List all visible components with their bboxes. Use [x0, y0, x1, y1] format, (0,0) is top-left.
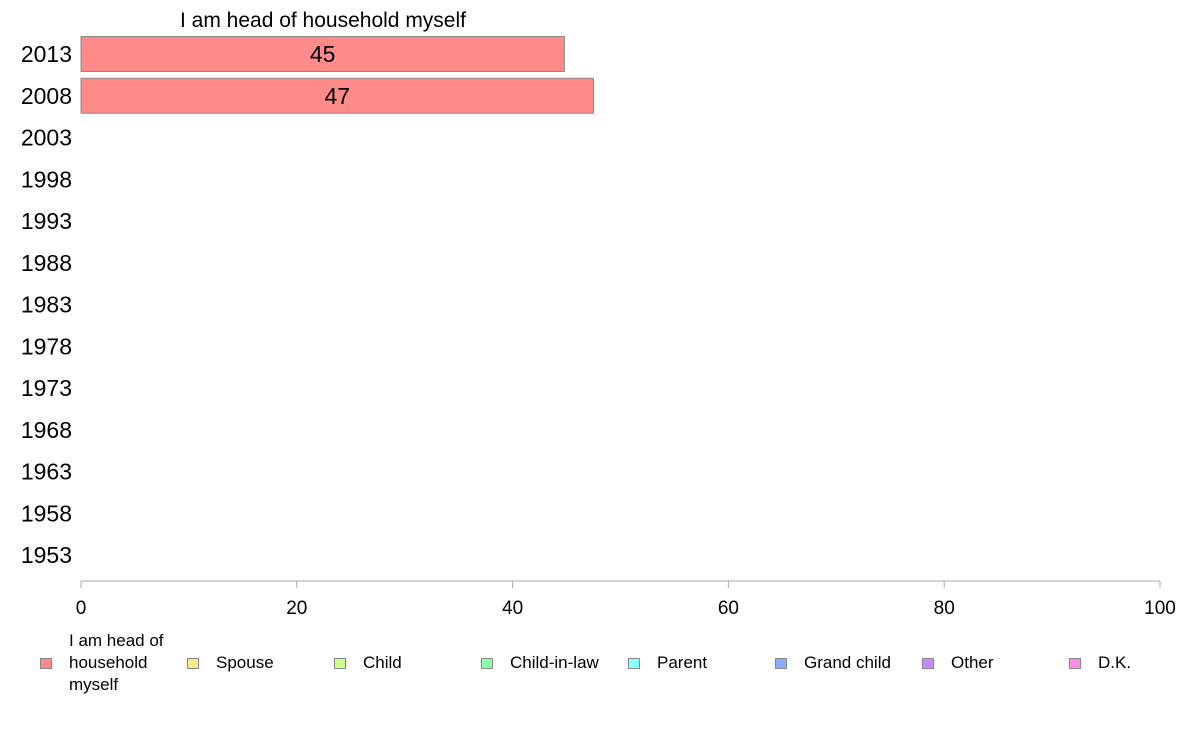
legend-label: Parent	[657, 653, 708, 672]
legend-label: Spouse	[216, 653, 274, 672]
y-tick-label: 1968	[21, 417, 72, 443]
legend-swatch	[481, 657, 493, 669]
data-label: 47	[324, 83, 350, 109]
legend-swatch	[775, 657, 787, 669]
x-axis: 0 20 40 60 80 100	[76, 580, 1176, 619]
legend: I am head of household myself Spouse Child…	[0, 630, 1188, 700]
legend-label: I am head of household myself	[69, 631, 164, 694]
x-tick-label: 80	[934, 598, 955, 619]
legend-swatch	[334, 657, 346, 669]
y-tick-label: 2008	[21, 83, 72, 109]
x-tick-label: 20	[286, 598, 307, 619]
legend-label: D.K.	[1098, 653, 1132, 672]
y-tick-label: 1953	[21, 542, 72, 568]
legend-label: Grand child	[804, 653, 891, 672]
legend-swatch	[922, 657, 934, 669]
bars: 45 47	[80, 36, 595, 114]
data-label: 45	[310, 41, 336, 67]
legend-item: Grand child	[775, 652, 891, 674]
x-tick-label: 100	[1144, 598, 1176, 619]
y-tick-label: 2003	[21, 125, 72, 151]
y-tick-label: 1963	[21, 459, 72, 485]
chart-title: I am head of household myself	[180, 9, 466, 32]
legend-swatch	[1069, 657, 1081, 669]
legend-item: I am head of household myself	[40, 630, 164, 696]
legend-item: Other	[922, 652, 994, 674]
y-tick-label: 1973	[21, 375, 72, 401]
legend-swatch	[628, 657, 640, 669]
y-tick-label: 1993	[21, 208, 72, 234]
legend-label: Child-in-law	[510, 653, 599, 672]
y-tick-label: 1988	[21, 250, 72, 276]
legend-label: Child	[363, 653, 402, 672]
y-tick-label: 1998	[21, 166, 72, 192]
legend-item: Child	[334, 652, 402, 674]
legend-item: Parent	[628, 652, 707, 674]
legend-swatch	[187, 657, 199, 669]
x-tick-label: 60	[718, 598, 739, 619]
x-tick-label: 0	[76, 598, 87, 619]
bar	[80, 36, 565, 72]
x-tick-label: 40	[502, 598, 523, 619]
y-tick-label: 2013	[21, 41, 72, 67]
y-tick-label: 1958	[21, 500, 72, 526]
y-axis-labels: 2013 2008 2003 1998 1993 1988 1983 1978 1973 1968…	[21, 41, 72, 568]
y-tick-label: 1978	[21, 333, 72, 359]
y-tick-label: 1983	[21, 292, 72, 318]
legend-item: Child-in-law	[481, 652, 599, 674]
legend-item: D.K.	[1069, 652, 1131, 674]
legend-label: Other	[951, 653, 994, 672]
bar	[80, 77, 595, 114]
legend-item: Spouse	[187, 652, 274, 674]
legend-swatch	[40, 657, 52, 669]
